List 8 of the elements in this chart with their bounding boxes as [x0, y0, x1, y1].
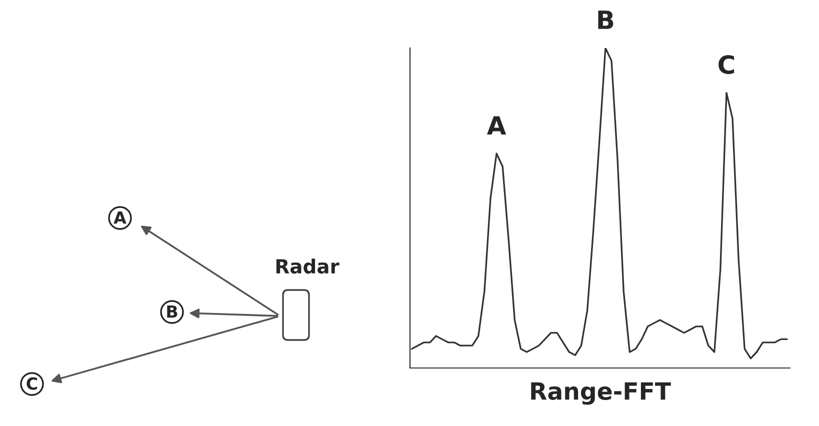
x-axis-title: Range-FFT [531, 382, 671, 405]
text: Radar [276, 258, 340, 274]
text: B [598, 10, 614, 29]
text: B [167, 305, 178, 318]
annotation: C [718, 55, 734, 74]
annotation: A [486, 116, 506, 135]
text: A [114, 211, 126, 224]
text: C [26, 377, 38, 390]
